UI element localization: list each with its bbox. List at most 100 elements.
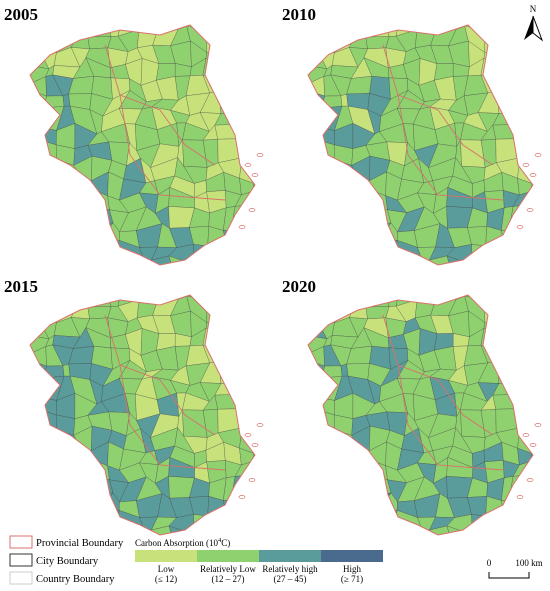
city-area <box>85 237 109 262</box>
class-label: Relatively high <box>262 564 318 574</box>
city-area <box>515 138 533 168</box>
city-area <box>249 74 255 102</box>
city-area <box>237 123 255 147</box>
city-area <box>509 47 533 66</box>
city-area <box>308 531 325 535</box>
city-area <box>308 430 311 446</box>
city-area <box>313 203 343 233</box>
city-area <box>250 524 255 535</box>
city-area <box>528 460 533 481</box>
island <box>522 163 530 167</box>
city-area <box>5 25 29 52</box>
city-area <box>87 36 112 50</box>
city-area <box>282 462 308 484</box>
map-panel <box>5 294 264 536</box>
city-area <box>531 178 533 192</box>
city-area <box>365 25 390 38</box>
city-area <box>285 380 302 397</box>
city-area <box>365 295 390 308</box>
city-area <box>380 237 398 262</box>
city-area <box>232 93 255 117</box>
city-area <box>236 25 255 38</box>
city-area <box>395 255 425 265</box>
city-area <box>290 175 307 195</box>
city-area <box>70 26 90 50</box>
city-area <box>232 259 255 265</box>
city-area <box>437 25 457 30</box>
city-area <box>363 492 392 509</box>
city-area <box>85 222 114 239</box>
city-area <box>7 110 24 127</box>
city-area <box>350 25 367 38</box>
city-area <box>313 194 343 205</box>
city-area <box>30 191 37 213</box>
city-area <box>527 344 533 372</box>
city-area <box>214 348 235 373</box>
provincial-boundary <box>307 294 534 536</box>
city-area <box>525 317 533 336</box>
city-area <box>35 178 62 199</box>
city-area <box>347 203 370 227</box>
city-area <box>214 123 242 140</box>
city-area <box>282 192 308 214</box>
city-area <box>37 295 65 305</box>
city-area <box>69 237 88 262</box>
city-area <box>308 360 310 387</box>
city-area <box>308 461 315 483</box>
city-area <box>61 459 82 476</box>
city-area <box>215 237 237 260</box>
city-area <box>35 194 65 205</box>
city-area <box>9 243 26 264</box>
city-area <box>531 377 533 406</box>
island <box>534 423 542 427</box>
city-area <box>308 444 321 465</box>
city-area <box>510 239 533 262</box>
city-area <box>159 295 179 300</box>
city-area <box>188 254 201 265</box>
city-area <box>30 225 38 245</box>
city-area <box>30 174 43 195</box>
city-area <box>308 327 310 354</box>
city-area <box>56 204 82 230</box>
city-area <box>334 223 356 246</box>
city-area <box>484 25 506 33</box>
city-area <box>54 506 78 532</box>
city-area <box>151 255 177 265</box>
city-area <box>237 113 255 130</box>
region-cells <box>5 295 255 535</box>
city-area <box>134 295 162 300</box>
city-area <box>30 310 50 340</box>
city-area <box>510 529 533 535</box>
island <box>244 433 252 437</box>
city-area <box>72 295 89 308</box>
city-area <box>385 255 397 265</box>
island <box>529 443 537 447</box>
city-area <box>85 492 114 509</box>
city-area <box>309 409 320 431</box>
city-area <box>308 203 315 234</box>
city-area <box>61 295 82 305</box>
city-area <box>493 528 517 535</box>
city-area <box>144 259 153 265</box>
island <box>244 163 252 167</box>
city-area <box>332 506 356 532</box>
city-area <box>338 446 359 469</box>
city-area <box>308 158 321 180</box>
city-area <box>60 176 81 199</box>
city-area <box>232 509 255 532</box>
city-area <box>253 437 255 454</box>
city-area <box>30 343 32 370</box>
city-area <box>495 295 520 308</box>
city-area <box>308 395 318 418</box>
city-area <box>56 223 78 246</box>
city-area <box>314 228 339 245</box>
city-area <box>528 254 533 265</box>
city-area <box>492 333 518 352</box>
city-area <box>308 481 309 502</box>
city-area <box>429 255 455 265</box>
city-area <box>5 311 29 334</box>
city-area <box>509 300 533 323</box>
city-area <box>218 361 239 387</box>
city-area <box>308 225 309 244</box>
city-area <box>39 27 65 54</box>
